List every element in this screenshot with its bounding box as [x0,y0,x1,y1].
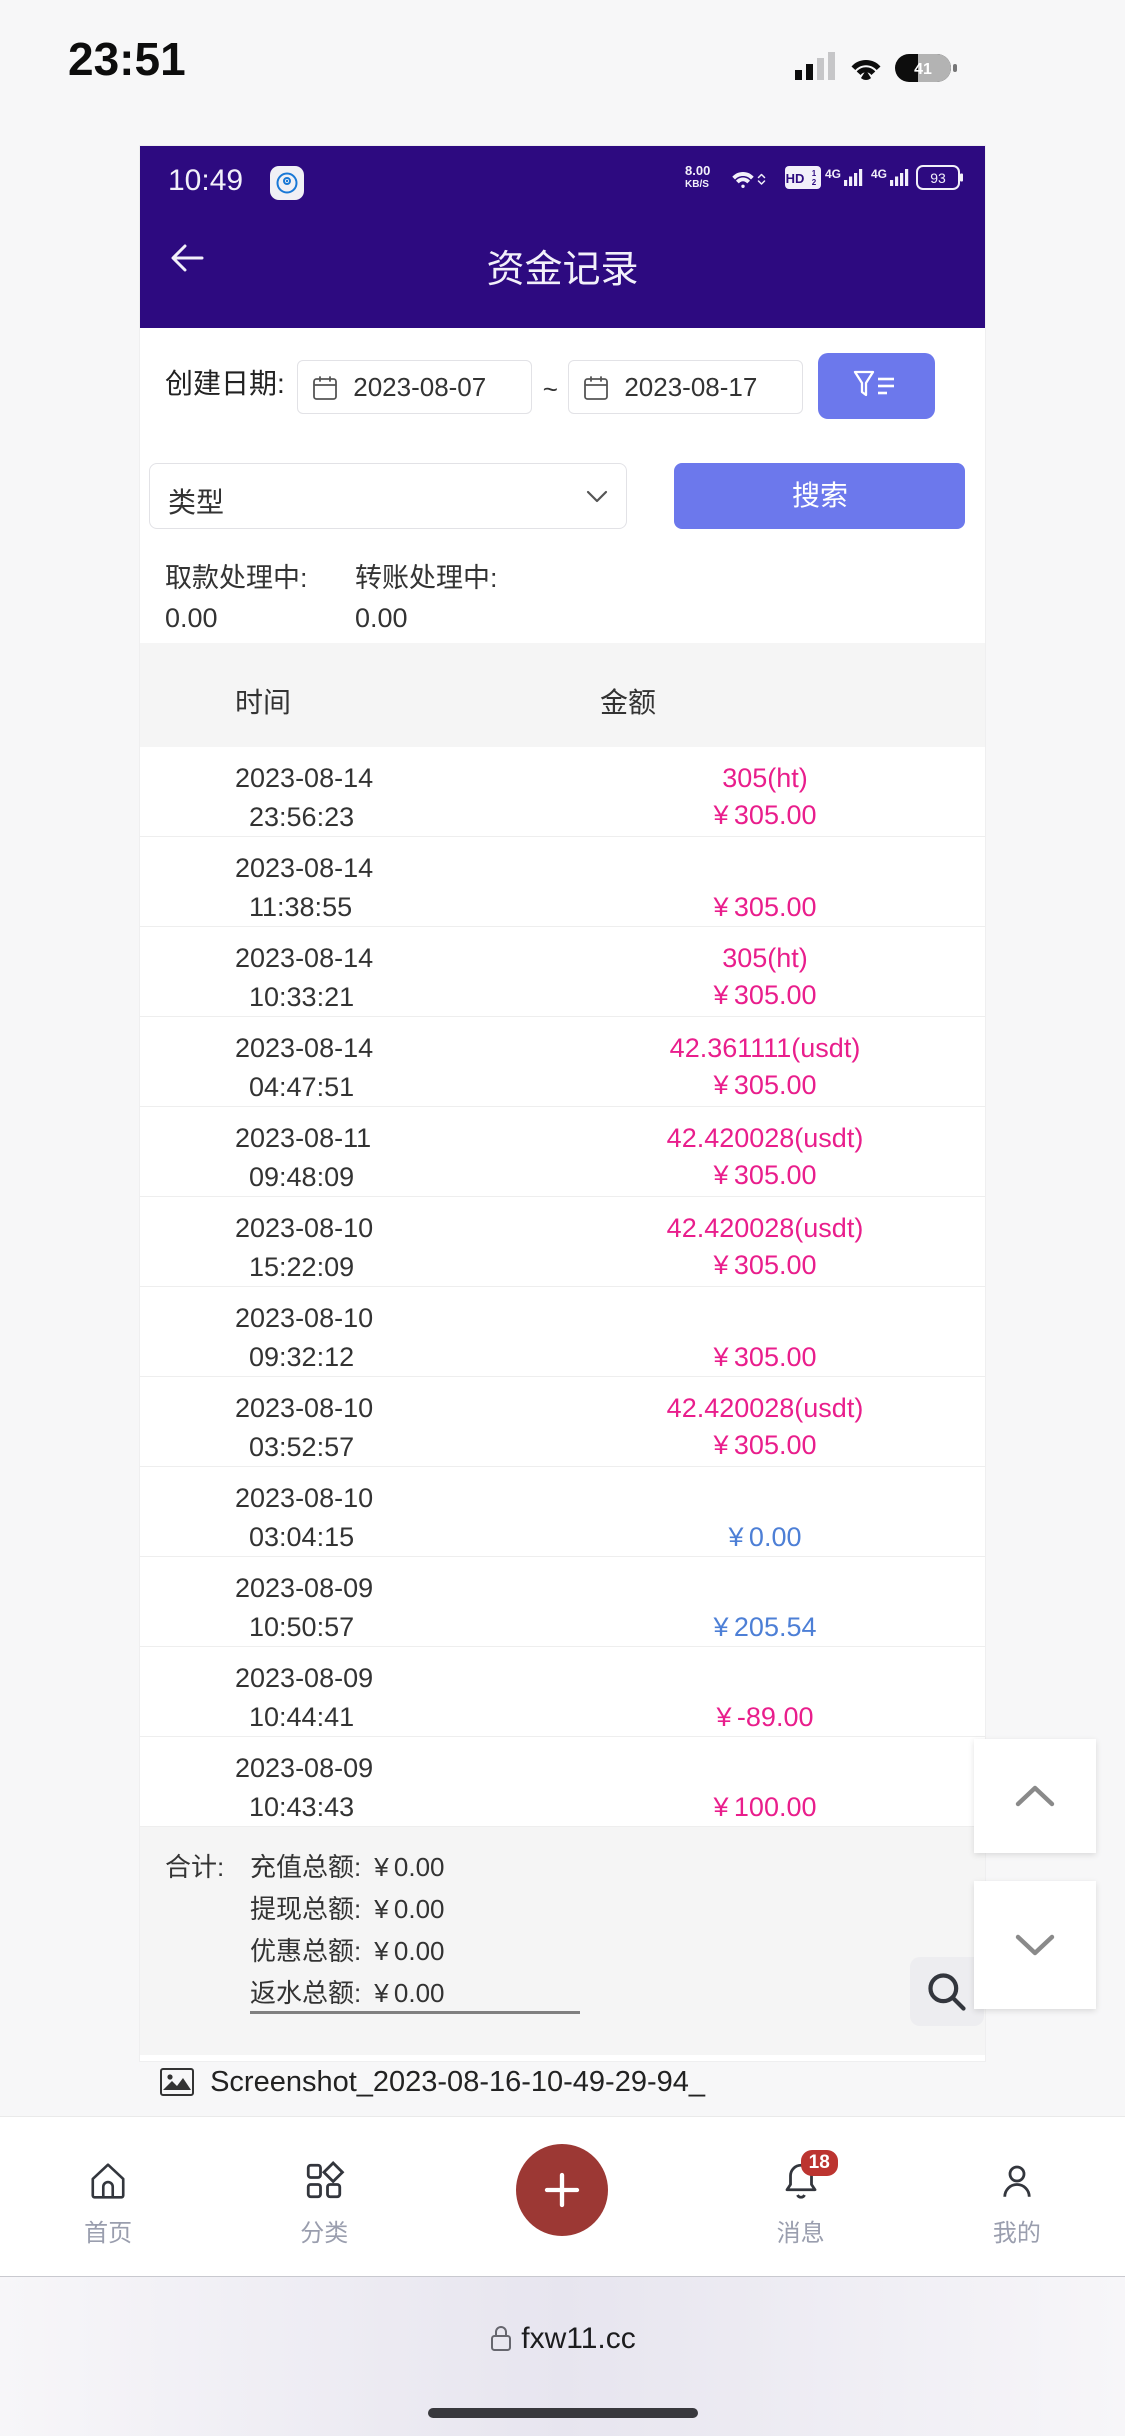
svg-text:41: 41 [914,61,932,78]
svg-text:93: 93 [930,170,946,186]
svg-text:4G: 4G [825,167,841,181]
svg-text:8.00: 8.00 [685,163,710,178]
svg-text:HD: HD [786,171,805,186]
svg-text:KB/S: KB/S [685,179,709,190]
svg-text:2: 2 [812,178,817,187]
svg-text:1: 1 [812,169,817,178]
svg-text:4G: 4G [871,167,887,181]
